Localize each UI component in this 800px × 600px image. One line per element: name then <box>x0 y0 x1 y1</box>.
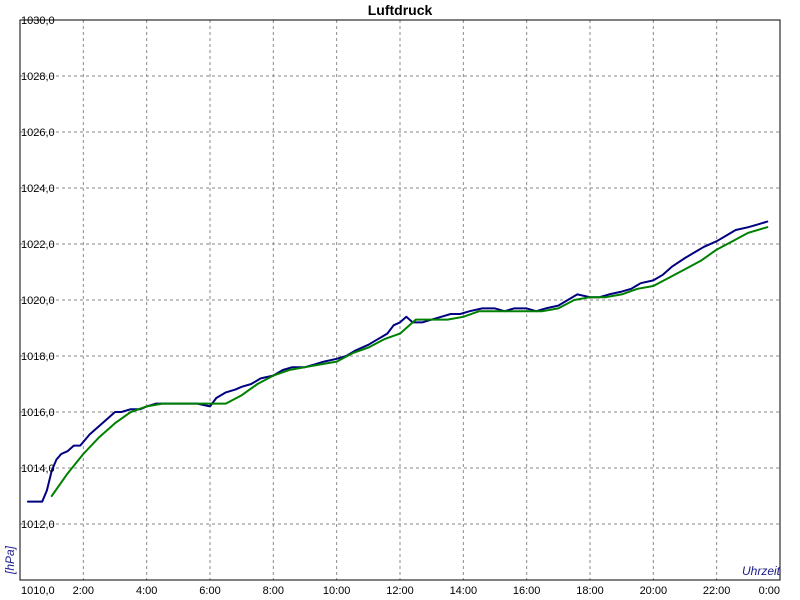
chart-title: Luftdruck <box>367 2 433 18</box>
y-tick-label: 1018,0 <box>21 351 55 363</box>
x-tick-label: 2:00 <box>73 585 94 597</box>
x-axis-label: Uhrzeit <box>742 564 781 578</box>
x-tick-label: 12:00 <box>386 585 414 597</box>
x-tick-label: 8:00 <box>263 585 284 597</box>
x-tick-label: 10:00 <box>323 585 351 597</box>
x-tick-label: 16:00 <box>513 585 541 597</box>
y-tick-label: 1026,0 <box>21 127 55 139</box>
y-tick-label: 1028,0 <box>21 71 55 83</box>
y-tick-label: 1020,0 <box>21 295 55 307</box>
series-line-1 <box>26 220 769 503</box>
x-tick-label: 6:00 <box>199 585 220 597</box>
x-tick-label: 0:00 <box>759 585 780 597</box>
x-tick-label: 14:00 <box>450 585 478 597</box>
x-tick-label: 4:00 <box>136 585 157 597</box>
y-axis-label: [hPa] <box>3 545 17 575</box>
x-tick-label: 22:00 <box>703 585 731 597</box>
y-tick-label: 1022,0 <box>21 239 55 251</box>
plot-frame <box>19 19 781 581</box>
x-tick-label: 18:00 <box>576 585 604 597</box>
y-tick-label: 1012,0 <box>21 519 55 531</box>
x-tick-label: 20:00 <box>640 585 668 597</box>
series-line-2 <box>50 226 769 497</box>
y-tick-label: 1010,0 <box>21 585 55 597</box>
y-tick-label: 1016,0 <box>21 407 55 419</box>
y-tick-label: 1024,0 <box>21 183 55 195</box>
y-tick-label: 1014,0 <box>21 463 55 475</box>
y-tick-label: 1030,0 <box>21 15 55 27</box>
